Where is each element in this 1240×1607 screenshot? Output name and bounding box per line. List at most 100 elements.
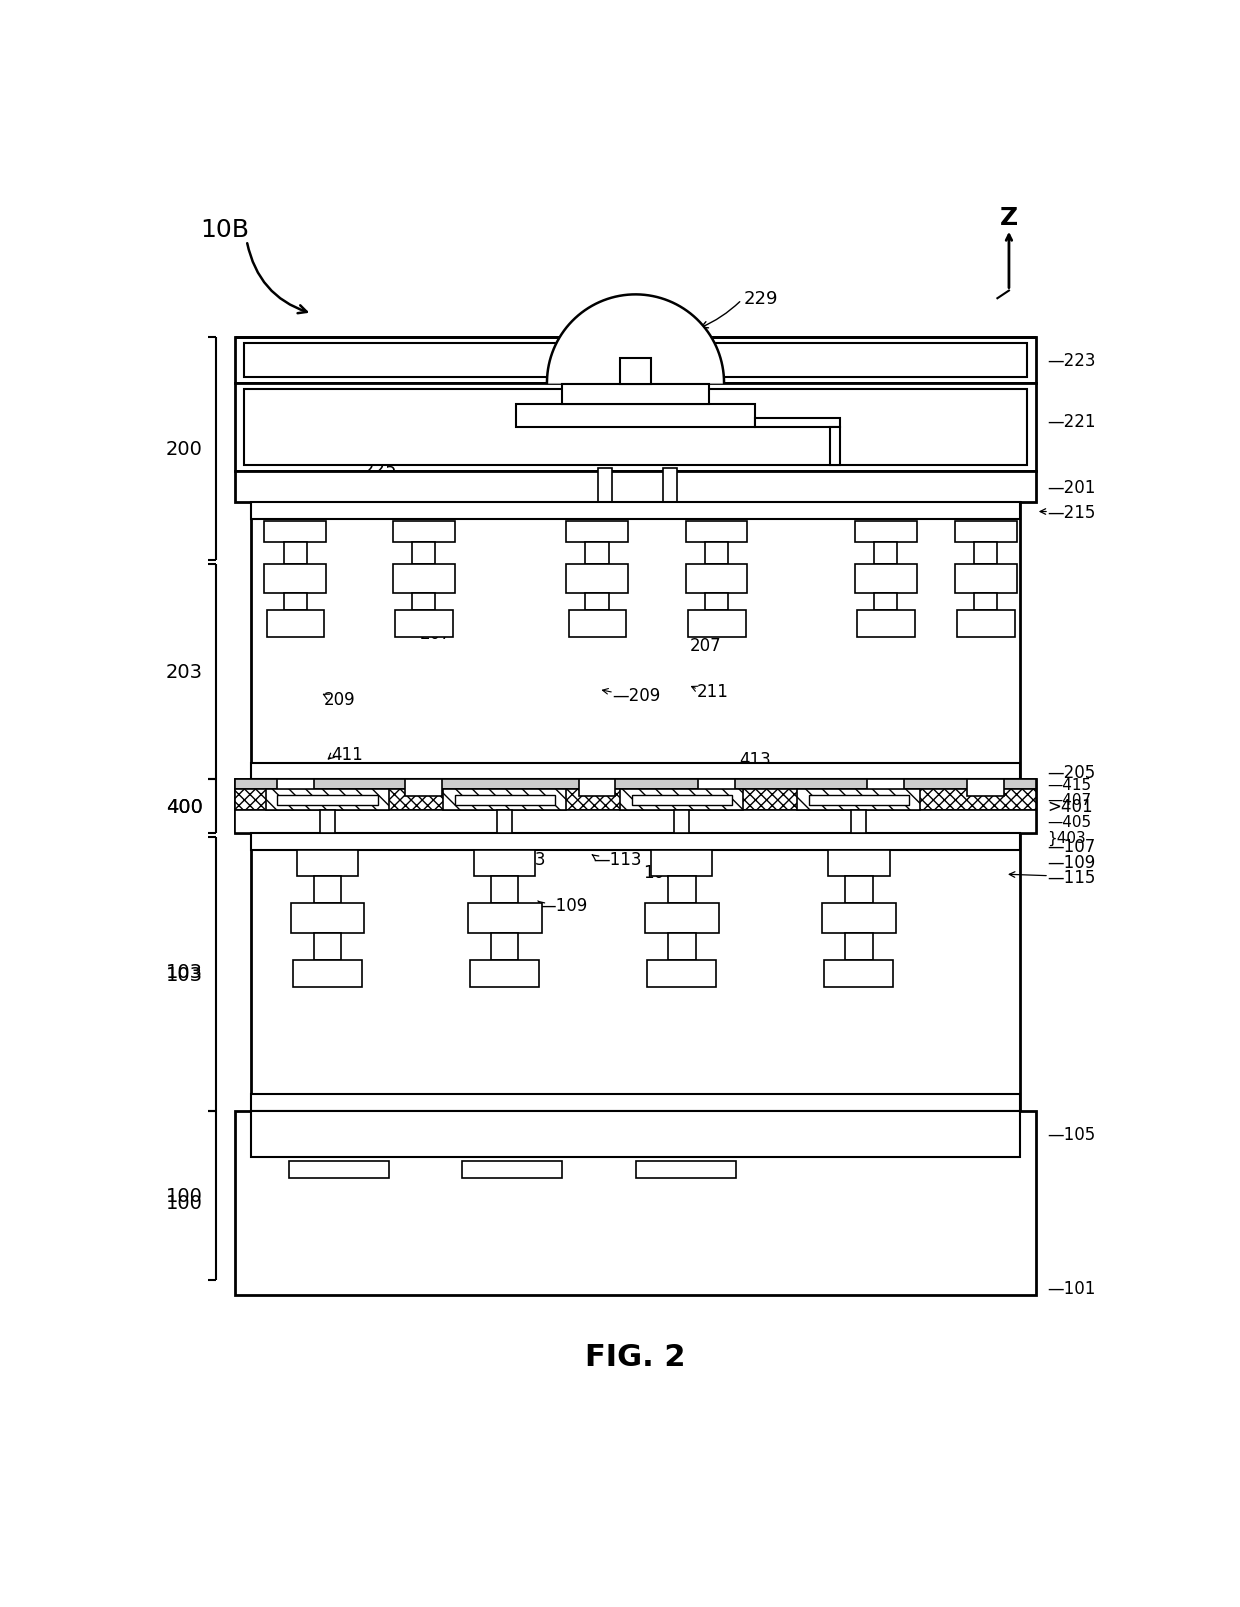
Bar: [967, 779, 1004, 797]
Bar: [396, 611, 453, 638]
Bar: [675, 812, 689, 834]
Text: —101: —101: [1048, 1279, 1096, 1297]
Bar: [825, 961, 894, 988]
Bar: [412, 543, 435, 564]
Text: 413: 413: [739, 750, 771, 768]
FancyArrowPatch shape: [247, 244, 306, 313]
Text: 211: 211: [697, 683, 729, 701]
Bar: [463, 1162, 563, 1178]
Bar: [264, 564, 326, 593]
Bar: [955, 521, 1017, 543]
Bar: [284, 543, 306, 564]
Bar: [250, 834, 1021, 850]
Bar: [467, 903, 542, 934]
Bar: [250, 763, 1021, 779]
Bar: [250, 834, 1021, 1110]
Text: FIG. 2: FIG. 2: [585, 1342, 686, 1372]
Text: 209: 209: [324, 689, 356, 709]
Text: 103: 103: [166, 963, 203, 982]
Bar: [822, 903, 895, 934]
Text: 411: 411: [331, 746, 363, 763]
Text: 107: 107: [642, 863, 675, 881]
Text: —217: —217: [670, 509, 718, 527]
Text: —115: —115: [1048, 869, 1096, 887]
FancyArrowPatch shape: [388, 460, 423, 469]
Bar: [867, 779, 904, 797]
Polygon shape: [547, 296, 724, 384]
Bar: [854, 564, 916, 593]
Bar: [236, 789, 1035, 812]
Bar: [470, 961, 539, 988]
Text: —209: —209: [613, 686, 661, 704]
Bar: [975, 593, 997, 611]
Text: Z: Z: [999, 206, 1018, 230]
Bar: [296, 850, 358, 876]
Bar: [236, 472, 1035, 503]
Text: 227: 227: [724, 344, 759, 362]
Text: —205: —205: [1048, 763, 1096, 781]
Bar: [808, 795, 909, 805]
Bar: [797, 789, 920, 812]
Bar: [585, 543, 609, 564]
Bar: [267, 611, 325, 638]
Bar: [688, 611, 745, 638]
Bar: [250, 1110, 1021, 1157]
Bar: [620, 789, 743, 812]
Bar: [314, 876, 341, 903]
Bar: [290, 903, 365, 934]
Bar: [393, 564, 455, 593]
Text: —109: —109: [539, 897, 588, 914]
Text: 225: 225: [362, 461, 397, 479]
Bar: [516, 405, 755, 427]
Text: —223: —223: [1048, 352, 1096, 370]
Bar: [264, 521, 326, 543]
Bar: [647, 961, 717, 988]
Bar: [844, 934, 873, 961]
Bar: [851, 812, 867, 834]
Text: —415: —415: [1048, 778, 1091, 792]
Bar: [874, 593, 898, 611]
Bar: [244, 391, 1027, 466]
Bar: [567, 564, 627, 593]
Bar: [585, 593, 609, 611]
FancyArrowPatch shape: [701, 302, 740, 328]
Bar: [277, 779, 314, 797]
Text: —113: —113: [497, 850, 546, 868]
Bar: [567, 521, 627, 543]
Bar: [874, 543, 898, 564]
Bar: [443, 789, 567, 812]
Bar: [854, 521, 916, 543]
Bar: [663, 468, 677, 506]
Text: 10B: 10B: [201, 219, 249, 241]
Bar: [975, 543, 997, 564]
Bar: [563, 386, 708, 405]
Text: —405: —405: [1048, 815, 1091, 829]
Bar: [412, 593, 435, 611]
Text: —107: —107: [1048, 837, 1096, 857]
Text: —113: —113: [593, 850, 641, 868]
Bar: [289, 1162, 389, 1178]
Bar: [828, 850, 889, 876]
Bar: [635, 1162, 735, 1178]
Text: 100: 100: [166, 1186, 203, 1205]
Bar: [651, 850, 713, 876]
Bar: [250, 503, 1021, 521]
Bar: [393, 521, 455, 543]
Bar: [755, 418, 839, 427]
Bar: [686, 564, 748, 593]
Bar: [236, 812, 1035, 834]
Text: 203: 203: [166, 662, 203, 681]
Bar: [455, 795, 554, 805]
Bar: [250, 1094, 1021, 1110]
Bar: [568, 611, 626, 638]
Bar: [320, 812, 335, 834]
Bar: [265, 789, 389, 812]
Bar: [857, 611, 915, 638]
Bar: [955, 564, 1017, 593]
Bar: [668, 934, 696, 961]
Text: }403: }403: [1048, 831, 1086, 845]
Bar: [278, 795, 377, 805]
Bar: [491, 934, 518, 961]
Bar: [668, 876, 696, 903]
Bar: [250, 503, 1021, 779]
